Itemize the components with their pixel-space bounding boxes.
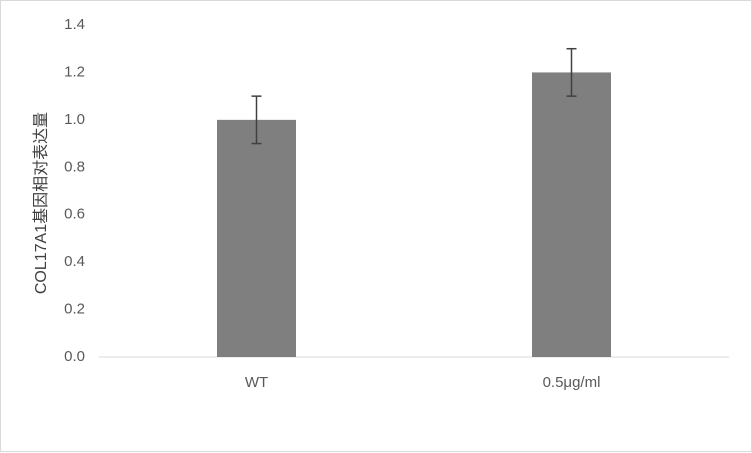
x-category-label: 0.5μg/ml [543, 374, 601, 391]
y-tick-label: 0.8 [64, 158, 85, 175]
y-tick-label: 0.6 [64, 206, 85, 223]
y-axis-ticks: 0.0 0.2 0.4 0.6 0.8 1.0 1.2 1.4 [64, 16, 85, 365]
y-tick-label: 1.2 [64, 63, 85, 80]
bar [217, 119, 296, 357]
y-axis-label: COL17A1基因相对表达量 [32, 112, 50, 294]
y-tick-label: 0.0 [64, 348, 85, 365]
y-tick-label: 1.0 [64, 111, 85, 128]
y-tick-label: 1.4 [64, 16, 85, 33]
error-bars [251, 47, 577, 145]
bar [532, 72, 611, 357]
bars [217, 72, 611, 357]
y-tick-label: 0.4 [64, 253, 85, 270]
x-category-label: WT [245, 374, 268, 391]
x-axis-categories: WT 0.5μg/ml [245, 374, 601, 391]
y-tick-label: 0.2 [64, 301, 85, 318]
